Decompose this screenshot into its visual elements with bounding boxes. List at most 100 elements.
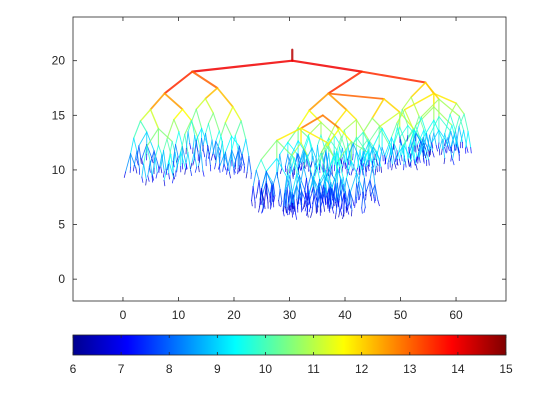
tree-branch	[238, 166, 241, 173]
tree-branch	[130, 137, 135, 155]
tree-branch	[352, 154, 354, 161]
tree-branch	[272, 183, 276, 197]
tree-branch	[369, 164, 374, 181]
tree-branch	[396, 108, 403, 129]
tree-branch	[175, 151, 182, 172]
tree-branch	[453, 144, 456, 151]
tree-branch	[325, 152, 330, 171]
tree-branch	[306, 154, 312, 174]
tree-branch	[141, 176, 144, 183]
tree-branch	[320, 142, 328, 155]
tree-branch	[162, 171, 165, 178]
tree-branch	[375, 159, 379, 166]
tree-branch	[192, 159, 195, 166]
tree-branch	[331, 188, 334, 201]
tree-branch	[378, 111, 401, 128]
tree-branch	[359, 151, 364, 167]
tree-branch	[429, 134, 434, 153]
colorbar-tick-label: 6	[70, 362, 77, 376]
tree-branch	[304, 205, 307, 212]
tree-branch	[291, 173, 298, 194]
tree-branch	[213, 153, 216, 161]
tree-branch	[306, 192, 310, 213]
tree-branch	[315, 153, 322, 164]
tree-branch	[205, 123, 209, 134]
tree-branch	[158, 165, 161, 172]
tree-branch	[151, 176, 154, 183]
y-tick-label: 20	[52, 54, 66, 68]
tree-branch	[167, 164, 169, 171]
tree-branch	[432, 151, 435, 158]
tree-branch	[284, 176, 288, 195]
tree-branch	[248, 155, 252, 174]
tree-branch	[273, 195, 276, 202]
tree-branch	[428, 159, 430, 166]
y-tick-label: 15	[52, 108, 66, 122]
tree-branch	[265, 181, 271, 197]
tree-branch	[334, 177, 339, 199]
tree-branch	[384, 136, 392, 156]
colorbar-box	[72, 334, 507, 356]
tree-branch	[372, 127, 383, 148]
tree-branch	[291, 59, 363, 73]
tree-branch	[348, 189, 354, 201]
tree-branch	[219, 166, 221, 173]
tree-branch	[136, 145, 140, 160]
tree-branch	[200, 152, 204, 172]
tree-branch	[286, 157, 291, 170]
tree-branch	[232, 106, 242, 122]
tree-branch	[417, 137, 424, 158]
tree-branch	[263, 202, 266, 210]
tree-branch	[187, 120, 193, 133]
tree-branch	[181, 145, 187, 165]
tree-branch	[157, 127, 173, 143]
x-tick-label: 20	[227, 308, 241, 322]
tree-branch	[296, 199, 298, 206]
tree-branch	[355, 119, 369, 140]
tree-branch	[447, 124, 453, 138]
colorbar: 6 7 8 9 10 11 12 13 14 15	[70, 334, 513, 376]
tree-branch	[398, 146, 403, 160]
tree-branch	[414, 106, 435, 127]
tree-branch	[374, 194, 376, 202]
tree-branch	[433, 92, 458, 105]
tree-branch	[290, 194, 293, 210]
tree-branch	[154, 157, 158, 174]
tree-branch	[292, 185, 298, 204]
tree-branch	[263, 183, 267, 204]
y-tick-label: 10	[52, 163, 66, 177]
tree-branch	[229, 172, 231, 179]
tree-branch	[172, 160, 175, 168]
tree-branch	[231, 149, 237, 162]
tree-branch	[168, 173, 170, 180]
tree-branch	[135, 167, 138, 174]
tree-branch	[318, 169, 326, 184]
tree-branch	[261, 206, 265, 213]
tree-branch	[283, 189, 287, 207]
tree-branch	[240, 120, 247, 140]
tree-branch	[361, 169, 364, 176]
tree-branch	[149, 160, 153, 178]
tree-branch	[326, 145, 335, 157]
tree-branch	[147, 160, 151, 177]
tree-branch	[340, 183, 344, 196]
tree-branch	[370, 194, 373, 201]
tree-branch	[345, 160, 352, 179]
tree-branch	[444, 139, 447, 146]
tree-branch	[255, 192, 258, 199]
tree-branch	[306, 158, 308, 165]
tree-branch	[207, 123, 213, 141]
tree-branch	[229, 152, 232, 173]
tree-branch	[342, 161, 344, 168]
tree-branch	[431, 142, 434, 149]
tree-branch	[149, 108, 160, 130]
tree-branch	[383, 98, 401, 113]
tree-branch	[300, 114, 324, 130]
tree-branch	[125, 153, 132, 173]
tree-branch	[361, 162, 365, 179]
tree-branch	[226, 149, 233, 170]
tree-branch	[453, 115, 460, 135]
tree-branch	[225, 151, 229, 166]
tree-branch	[396, 140, 402, 160]
tree-branch	[171, 177, 174, 184]
